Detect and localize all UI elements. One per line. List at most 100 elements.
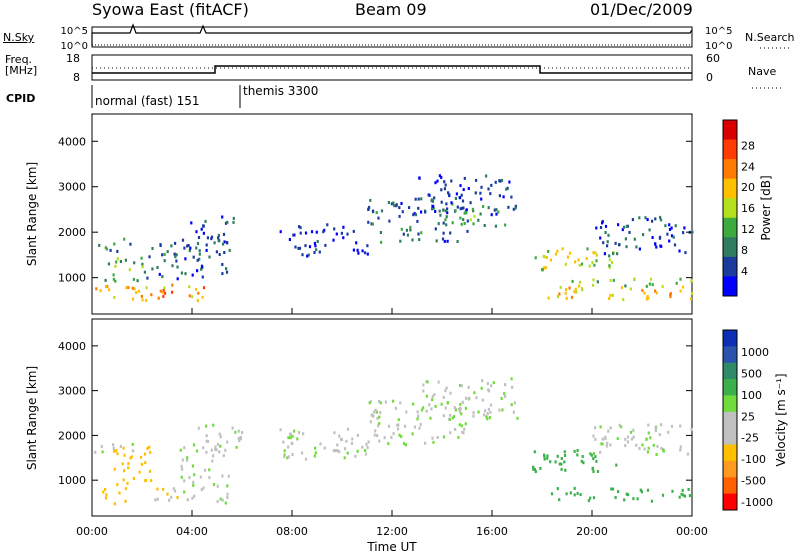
data-cell (131, 449, 135, 453)
data-cell (485, 174, 488, 178)
data-cell (648, 228, 651, 232)
data-cell (288, 238, 291, 241)
data-cell (472, 222, 475, 226)
data-cell (171, 264, 174, 268)
data-cell (162, 487, 165, 491)
colorbar-tick-label: 28 (741, 139, 755, 152)
data-cell (594, 426, 597, 430)
data-cell (456, 240, 459, 243)
data-cell (449, 413, 452, 417)
data-cell (462, 218, 465, 222)
data-cell (237, 429, 240, 433)
data-cell (192, 480, 195, 484)
data-cell (225, 267, 228, 271)
data-cell (367, 220, 370, 224)
data-cell (431, 436, 434, 440)
data-cell (405, 410, 408, 414)
data-cell (632, 435, 635, 439)
data-cell (649, 436, 652, 440)
data-cell (131, 297, 134, 301)
data-cell (241, 431, 244, 434)
data-cell (589, 452, 592, 456)
data-cell (487, 187, 490, 191)
data-cell (228, 248, 231, 252)
data-cell (364, 449, 367, 452)
data-cell (650, 499, 653, 503)
data-cell (388, 424, 391, 428)
data-cell (287, 436, 290, 440)
data-cell (126, 481, 129, 485)
data-cell (125, 286, 128, 290)
data-cell (380, 240, 383, 244)
data-cell (459, 402, 462, 406)
data-cell (217, 233, 220, 237)
data-cell (346, 427, 350, 431)
data-cell (493, 208, 496, 212)
data-cell (105, 285, 108, 288)
x-axis-label: Time UT (366, 540, 417, 554)
data-cell (565, 296, 568, 300)
data-cell (282, 440, 285, 444)
data-cell (488, 389, 491, 393)
data-cell (127, 462, 130, 466)
data-cell (442, 435, 446, 439)
data-cell (199, 475, 202, 479)
data-cell (631, 218, 634, 222)
data-cell (576, 491, 579, 495)
data-cell (611, 293, 614, 297)
data-cell (395, 203, 398, 207)
data-cell (193, 494, 196, 498)
data-cell (140, 294, 143, 298)
data-cell (226, 492, 229, 496)
data-cell (140, 256, 143, 260)
data-cell (616, 437, 619, 441)
colorbar-swatch (723, 139, 737, 160)
data-cell (546, 456, 549, 460)
data-cell (444, 389, 447, 393)
data-cell (645, 437, 648, 441)
data-cell (298, 225, 301, 229)
data-cell (396, 427, 400, 431)
data-cell (475, 178, 478, 182)
data-cell (192, 255, 195, 259)
data-cell (563, 460, 566, 464)
data-cell (221, 272, 224, 276)
data-cell (185, 458, 189, 462)
data-cell (438, 209, 441, 213)
data-cell (560, 467, 563, 471)
data-cell (422, 389, 425, 393)
data-cell (614, 496, 617, 499)
data-cell (556, 454, 559, 458)
data-cell (216, 442, 220, 446)
data-cell (679, 277, 682, 281)
freq-label: Freq. [MHz] (5, 54, 37, 76)
data-cell (159, 244, 162, 247)
data-cell (223, 240, 226, 244)
data-cell (453, 406, 456, 410)
data-cell (609, 278, 612, 282)
data-cell (132, 476, 135, 480)
data-cell (494, 180, 497, 184)
data-cell (286, 456, 289, 460)
data-cell (578, 263, 581, 267)
data-cell (161, 275, 164, 279)
data-cell (687, 488, 690, 491)
data-cell (679, 445, 682, 449)
freq-tick-top: 18 (66, 52, 80, 65)
data-cell (589, 496, 592, 500)
data-cell (390, 202, 393, 206)
data-cell (119, 444, 122, 448)
data-cell (595, 226, 598, 230)
data-cell (346, 451, 349, 455)
data-cell (378, 421, 381, 425)
data-cell (237, 436, 240, 440)
data-cell (180, 464, 183, 468)
data-cell (405, 228, 408, 232)
data-cell (490, 183, 493, 187)
data-cell (449, 391, 452, 395)
data-cell (409, 225, 412, 229)
data-cell (612, 252, 615, 256)
data-cell (608, 254, 611, 258)
data-cell (569, 491, 572, 495)
data-cell (487, 206, 490, 210)
